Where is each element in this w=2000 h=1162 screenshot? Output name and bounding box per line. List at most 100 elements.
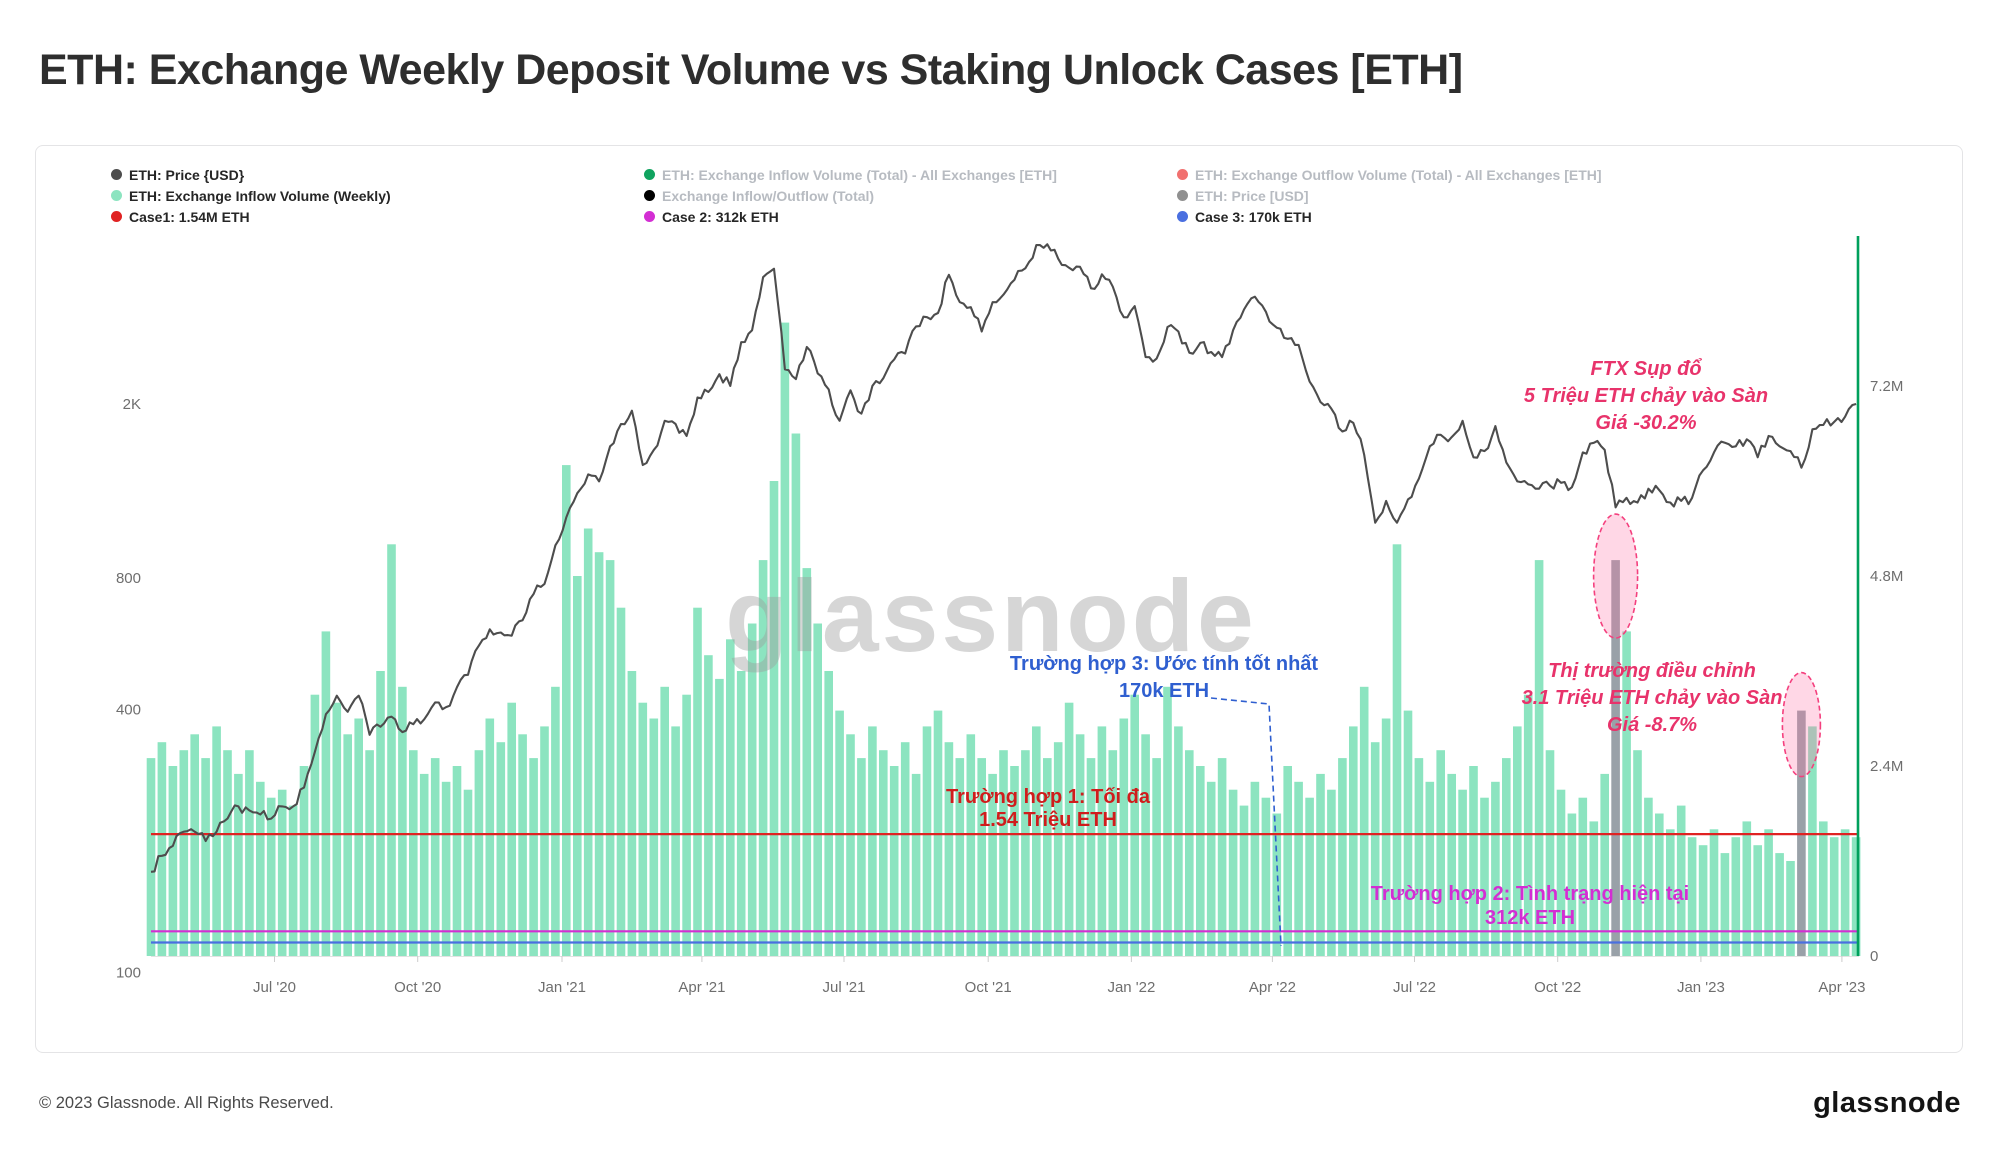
inflow-bar: [1392, 544, 1402, 956]
inflow-bar: [1021, 750, 1030, 956]
inflow-bar: [1206, 781, 1216, 956]
inflow-bar: [736, 671, 746, 956]
inflow-bars-layer: [146, 322, 1861, 957]
annotation-line: Giá -8.7%: [1606, 714, 1698, 736]
legend-column: ETH: Price {USD} ETH: Exchange Inflow Vol…: [111, 166, 644, 225]
legend-dot-icon: [1177, 169, 1188, 180]
legend-label: Exchange Inflow/Outflow (Total): [662, 187, 875, 204]
inflow-bar: [1676, 805, 1686, 956]
chart-plot-area[interactable]: glassnode 2K 800 400 100 7.2M 4.8M 2.4M 0 Jul '2…: [36, 146, 1963, 1053]
inflow-bar: [693, 607, 702, 956]
inflow-bar: [1720, 853, 1730, 956]
legend-item[interactable]: ETH: Exchange Outflow Volume (Total) - A…: [1177, 166, 1710, 183]
volume-axis-tick: 4.8M: [1870, 568, 1903, 585]
price-axis-tick: 100: [116, 965, 141, 982]
inflow-bar: [879, 750, 888, 956]
annotation-line: 170k ETH: [1118, 680, 1210, 702]
inflow-bar: [1829, 837, 1839, 956]
inflow-bar: [1687, 837, 1697, 956]
x-axis-tick: Apr '22: [1249, 979, 1296, 996]
x-axis-tick: Oct '22: [1534, 979, 1581, 996]
inflow-bar: [824, 671, 833, 956]
inflow-bar: [1338, 758, 1347, 956]
inflow-bar: [1786, 861, 1795, 956]
inflow-bar: [496, 742, 506, 956]
inflow-bar: [1349, 726, 1358, 956]
inflow-bar: [212, 726, 221, 956]
inflow-bar: [1108, 750, 1118, 956]
inflow-bar: [1764, 829, 1773, 956]
axes-layer: 2K 800 400 100 7.2M 4.8M 2.4M 0 Jul '20 Oct '20 Ja…: [116, 378, 1903, 996]
annotation-line: 1.54 Triệu ETH: [979, 809, 1117, 831]
inflow-bar: [605, 560, 615, 956]
annotation-line: 312k ETH: [1484, 907, 1576, 929]
legend-item[interactable]: Case1: 1.54M ETH: [111, 208, 644, 225]
inflow-bar: [299, 766, 309, 956]
inflow-bar: [1753, 845, 1762, 956]
annotation-line: FTX Sụp đổ: [1590, 358, 1702, 380]
page-footer: © 2023 Glassnode. All Rights Reserved. g…: [35, 1087, 1965, 1120]
inflow-bar: [1294, 781, 1303, 956]
legend-item[interactable]: ETH: Exchange Inflow Volume (Weekly): [111, 187, 644, 204]
annotation-line: Trường hợp 3: Ước tính tốt nhất: [1009, 653, 1319, 675]
inflow-bar: [1622, 631, 1631, 956]
legend-dot-icon: [111, 211, 122, 222]
inflow-bar: [1119, 718, 1129, 956]
highlight-ellipse: [1592, 513, 1639, 639]
inflow-bar: [857, 758, 866, 956]
inflow-bar: [354, 718, 363, 956]
inflow-bar: [452, 766, 462, 956]
legend-item[interactable]: Case 3: 170k ETH: [1177, 208, 1710, 225]
legend-item[interactable]: Case 2: 312k ETH: [644, 208, 1177, 225]
inflow-bar: [1414, 758, 1424, 956]
inflow-bar: [1097, 726, 1107, 956]
inflow-bar: [376, 671, 385, 956]
inflow-bar: [1851, 837, 1861, 956]
inflow-bar: [900, 742, 910, 956]
inflow-bar: [747, 623, 757, 956]
inflow-bar: [1600, 773, 1609, 956]
inflow-bar: [1534, 560, 1544, 956]
inflow-bar: [146, 758, 156, 956]
inflow-bar: [1502, 758, 1511, 956]
annotation-line: 5 Triệu ETH chảy vào Sàn: [1523, 385, 1769, 407]
legend-dot-icon: [644, 211, 655, 222]
annotation-case2: Trường hợp 2: Tình trạng hiện tại 312k E…: [1330, 882, 1730, 930]
inflow-bar: [1556, 789, 1566, 956]
legend-dot-icon: [1177, 190, 1188, 201]
inflow-bar: [922, 726, 932, 956]
inflow-bar: [889, 766, 899, 956]
annotation-line: Trường hợp 2: Tình trạng hiện tại: [1370, 883, 1690, 905]
lines-layer: [150, 236, 1860, 956]
inflow-bar: [507, 702, 516, 956]
legend-item[interactable]: ETH: Price [USD]: [1177, 187, 1710, 204]
inflow-bar: [245, 750, 254, 956]
legend-dot-icon: [111, 190, 122, 201]
inflow-bar: [1731, 837, 1741, 956]
legend-label: ETH: Exchange Outflow Volume (Total) - A…: [1195, 166, 1602, 183]
inflow-bar: [1316, 773, 1325, 956]
annotation-case3: Trường hợp 3: Ước tính tốt nhất 170k ETH: [974, 651, 1354, 705]
inflow-bar: [256, 781, 265, 956]
overlays-layer: [1210, 513, 1822, 947]
legend-item[interactable]: Exchange Inflow/Outflow (Total): [644, 187, 1177, 204]
x-axis-tick: Jan '21: [538, 979, 586, 996]
legend-item[interactable]: ETH: Price {USD}: [111, 166, 644, 183]
legend-label: ETH: Exchange Inflow Volume (Weekly): [129, 187, 391, 204]
inflow-bar: [1086, 758, 1096, 956]
inflow-bar: [1436, 750, 1445, 956]
inflow-bar: [1698, 845, 1708, 956]
inflow-bar: [671, 726, 680, 956]
inflow-bar: [223, 750, 232, 956]
x-axis-tick: Apr '21: [678, 979, 725, 996]
inflow-bar: [343, 734, 352, 956]
inflow-bar: [758, 560, 768, 956]
inflow-bar: [977, 758, 986, 956]
inflow-bar: [649, 718, 659, 956]
highlighted-inflow-bar: [1611, 560, 1620, 956]
legend-label: ETH: Price [USD]: [1195, 187, 1309, 204]
inflow-bar: [529, 758, 538, 956]
legend-dot-icon: [1177, 211, 1188, 222]
inflow-bar: [660, 686, 669, 956]
legend-item[interactable]: ETH: Exchange Inflow Volume (Total) - Al…: [644, 166, 1177, 183]
